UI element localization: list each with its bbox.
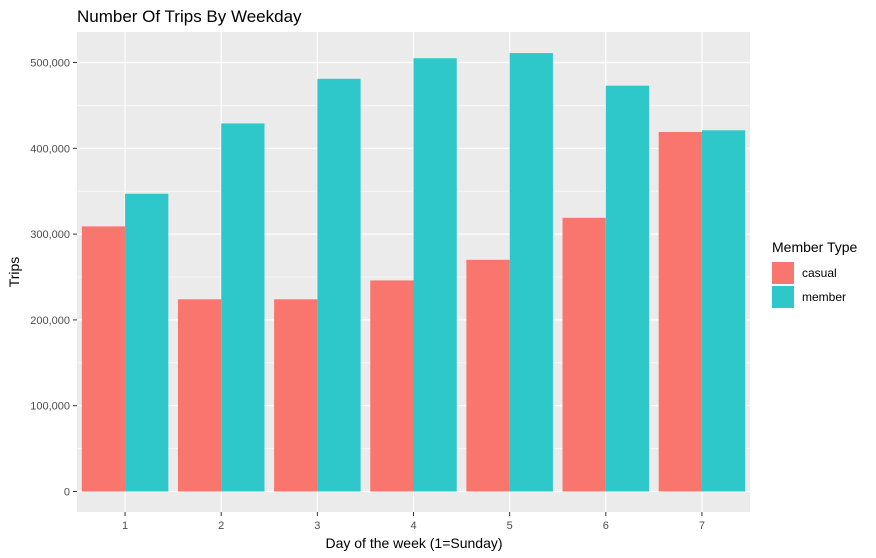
- bar-member-2: [221, 123, 265, 492]
- bar-casual-4: [370, 280, 414, 492]
- x-tick-label: 5: [507, 520, 513, 532]
- bar-member-1: [125, 193, 169, 492]
- x-axis: 1 2 3 4 5 6 7: [122, 512, 705, 532]
- bar-casual-6: [562, 217, 606, 492]
- x-axis-title: Day of the week (1=Sunday): [325, 535, 502, 551]
- bar-member-7: [701, 130, 746, 492]
- legend-key-member: [772, 286, 794, 308]
- y-axis-title: Trips: [6, 257, 22, 288]
- x-tick-label: 3: [314, 520, 320, 532]
- bar-member-4: [413, 58, 457, 492]
- legend-label-member: member: [802, 290, 846, 304]
- y-tick-label: 400,000: [30, 143, 70, 155]
- bars: [81, 53, 746, 492]
- bar-casual-7: [658, 131, 702, 492]
- bar-member-6: [605, 85, 650, 492]
- bar-casual-2: [177, 299, 222, 492]
- bar-casual-3: [274, 299, 318, 492]
- x-tick-label: 2: [218, 520, 224, 532]
- bar-member-5: [509, 53, 553, 492]
- legend-label-casual: casual: [802, 266, 837, 280]
- legend-key-casual: [772, 262, 794, 284]
- y-axis: 0 100,000 200,000 300,000 400,000 500,000: [30, 58, 77, 499]
- legend: Member Type casual member: [772, 239, 858, 308]
- bar-casual-5: [466, 259, 510, 492]
- bar-casual-1: [81, 226, 126, 492]
- y-tick-label: 300,000: [30, 229, 70, 241]
- legend-title: Member Type: [772, 239, 858, 255]
- bar-member-3: [317, 78, 361, 492]
- chart-title: Number Of Trips By Weekday: [77, 7, 302, 26]
- x-tick-label: 7: [699, 520, 705, 532]
- y-tick-label: 100,000: [30, 401, 70, 413]
- x-tick-label: 4: [410, 520, 416, 532]
- y-tick-label: 0: [64, 487, 70, 499]
- x-tick-label: 1: [122, 520, 128, 532]
- y-tick-label: 200,000: [30, 315, 70, 327]
- x-tick-label: 6: [603, 520, 609, 532]
- y-tick-label: 500,000: [30, 58, 70, 70]
